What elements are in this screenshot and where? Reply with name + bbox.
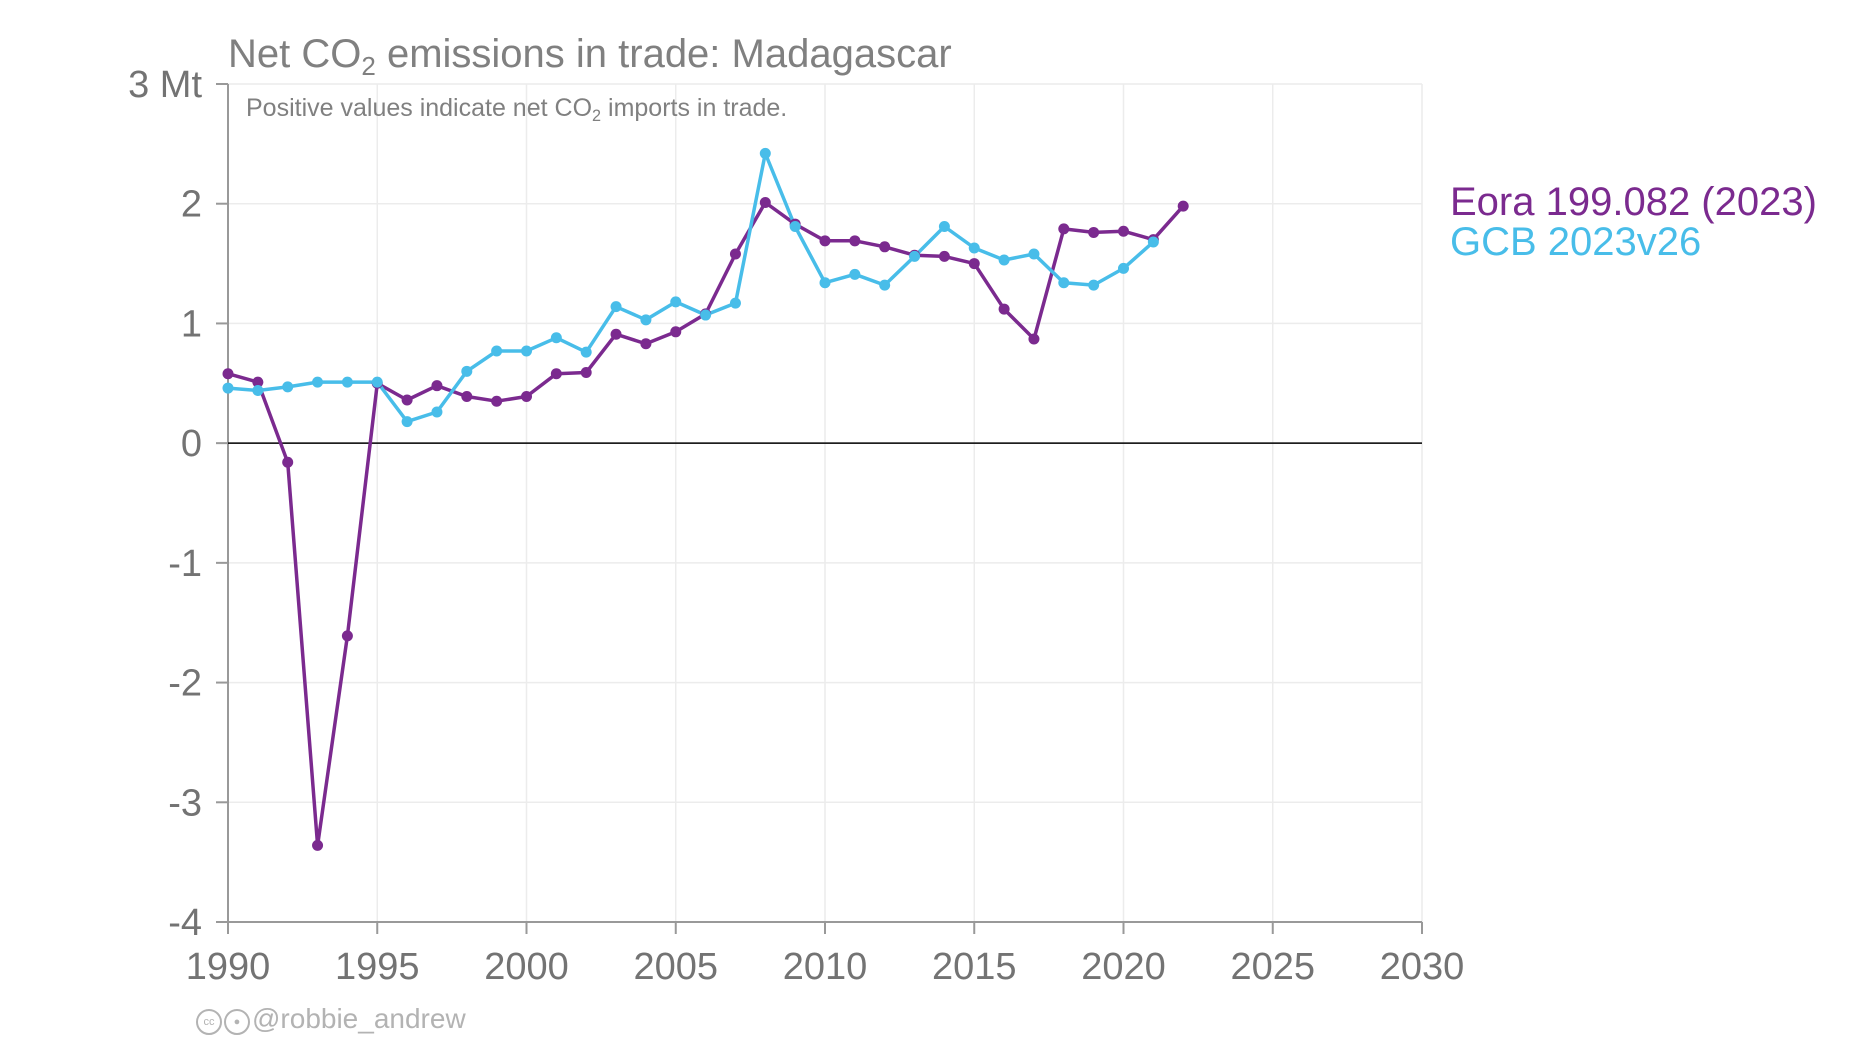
data-point [938, 250, 950, 262]
data-point [849, 268, 861, 280]
x-tick-label: 1990 [186, 946, 271, 988]
data-point [998, 254, 1010, 266]
y-tick-label: 2 [181, 184, 202, 226]
data-point [879, 279, 891, 291]
data-point [312, 376, 324, 388]
data-point [521, 390, 532, 402]
data-point [759, 147, 771, 159]
data-point [341, 376, 353, 388]
data-point [819, 235, 831, 247]
y-tick-label: 3 Mt [128, 64, 202, 106]
legend-item-gcb: GCB 2023v26 [1450, 220, 1702, 264]
chart-tick-labels: -4 -3 -2 -1 0 1 2 3 Mt 1990 1995 2000 2005 2010 2015 2… [128, 64, 1464, 988]
chart-axes [216, 83, 1423, 934]
data-point [431, 380, 443, 392]
data-point [1118, 225, 1129, 237]
y-tick-label: -3 [168, 782, 202, 824]
chart-title: Net CO2 emissions in trade: Madagascar [228, 32, 952, 81]
data-point [401, 416, 413, 428]
data-point [401, 394, 413, 406]
data-point [819, 277, 831, 289]
data-point [1118, 262, 1129, 274]
data-point [222, 382, 234, 394]
data-point [670, 296, 682, 308]
data-point [550, 368, 562, 380]
credit-handle: @robbie_andrew [252, 1003, 466, 1034]
data-point [282, 381, 294, 393]
x-tick-label: 2015 [932, 946, 1017, 988]
x-tick-label: 2025 [1230, 946, 1315, 988]
data-point [670, 326, 682, 338]
data-point [1177, 200, 1189, 212]
series-line-0 [227, 200, 1185, 848]
x-tick-label: 2020 [1081, 946, 1166, 988]
data-point [968, 258, 980, 270]
data-point [1028, 248, 1040, 260]
x-tick-label: 2005 [633, 946, 718, 988]
data-point [312, 839, 324, 851]
data-point [879, 241, 891, 253]
data-point [1058, 223, 1070, 235]
data-point [1028, 333, 1040, 345]
data-point [729, 248, 741, 260]
data-point [729, 297, 741, 309]
data-point [789, 220, 801, 232]
data-point [282, 456, 294, 468]
data-point [1088, 279, 1100, 291]
data-point [222, 368, 234, 380]
data-point [610, 301, 622, 313]
credit-footer: cc ● @robbie_andrew [196, 1003, 466, 1035]
y-tick-label: -1 [168, 543, 202, 585]
x-tick-label: 2010 [783, 946, 868, 988]
data-point [640, 338, 652, 350]
data-point [341, 630, 353, 642]
data-point [580, 346, 592, 358]
by-icon: ● [224, 1009, 250, 1035]
y-tick-label: -2 [168, 663, 202, 705]
x-tick-label: 2030 [1380, 946, 1465, 988]
data-point [998, 303, 1010, 315]
data-point [909, 250, 921, 262]
data-point [938, 220, 950, 232]
data-point [491, 395, 503, 407]
cc-icon: cc [196, 1009, 222, 1035]
legend-item-eora: Eora 199.082 (2023) [1450, 180, 1817, 224]
data-point [461, 390, 473, 402]
data-point [1058, 277, 1070, 289]
chart-series-points [222, 147, 1189, 851]
x-tick-label: 1995 [335, 946, 420, 988]
data-point [491, 345, 503, 357]
data-point [759, 197, 771, 209]
data-point [371, 376, 383, 388]
data-point [849, 235, 861, 247]
data-point [461, 365, 473, 377]
y-tick-label: -4 [168, 902, 202, 944]
data-point [610, 328, 622, 340]
y-tick-label: 1 [181, 303, 202, 345]
data-point [968, 242, 980, 254]
data-point [431, 406, 443, 418]
y-tick-label: 0 [181, 423, 202, 465]
chart-subtitle: Positive values indicate net CO2 imports… [246, 94, 788, 125]
data-point [521, 345, 532, 357]
data-point [1088, 226, 1100, 238]
series-line-1 [227, 151, 1155, 424]
data-point [580, 367, 592, 379]
data-point [252, 376, 264, 388]
x-tick-label: 2000 [484, 946, 569, 988]
data-point [550, 332, 562, 344]
data-point [252, 384, 264, 396]
data-point [1147, 236, 1159, 248]
chart-series-lines [227, 151, 1185, 848]
data-point [640, 314, 652, 326]
data-point [700, 309, 712, 321]
chart-grid [227, 83, 1423, 923]
